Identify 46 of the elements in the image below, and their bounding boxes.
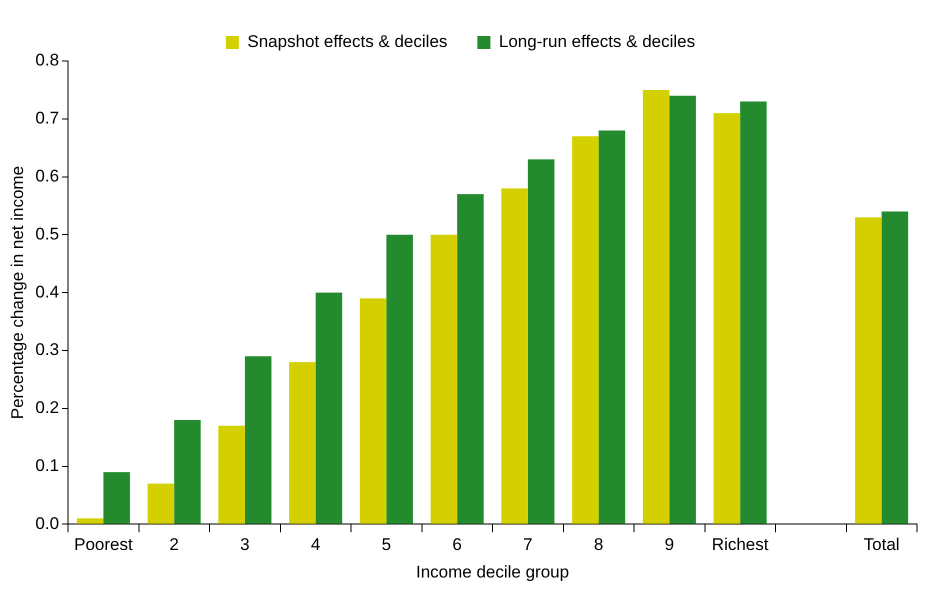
x-tick-label: Total bbox=[864, 535, 900, 554]
bar bbox=[386, 234, 413, 524]
y-tick-label: 0.8 bbox=[35, 50, 60, 70]
bar bbox=[572, 136, 599, 524]
bar bbox=[174, 420, 201, 524]
bar bbox=[501, 188, 528, 524]
x-tick-label: 9 bbox=[664, 535, 674, 554]
x-tick-label: 4 bbox=[310, 535, 320, 554]
y-tick-label: 0.7 bbox=[35, 108, 60, 128]
y-tick-label: 0.4 bbox=[35, 282, 60, 302]
bar bbox=[360, 298, 386, 524]
y-tick-label: 0.6 bbox=[35, 166, 60, 186]
x-tick-label: 3 bbox=[240, 535, 250, 554]
legend-label: Snapshot effects & deciles bbox=[247, 32, 448, 52]
x-axis-title: Income decile group bbox=[416, 562, 570, 582]
x-tick-label: 5 bbox=[382, 535, 392, 554]
legend-label: Long-run effects & deciles bbox=[498, 32, 696, 52]
y-tick-label: 0.5 bbox=[35, 224, 60, 244]
y-tick-label: 0.2 bbox=[35, 398, 60, 418]
x-tick-label: 2 bbox=[169, 535, 179, 554]
bar bbox=[316, 292, 342, 524]
bar bbox=[430, 234, 458, 524]
bar bbox=[855, 217, 882, 524]
x-tick-label: Poorest bbox=[74, 535, 133, 554]
x-tick-label: 8 bbox=[594, 535, 604, 554]
bar bbox=[148, 484, 174, 524]
bar bbox=[598, 130, 626, 524]
y-tick-label: 0.1 bbox=[35, 456, 60, 475]
x-tick-label: 6 bbox=[452, 535, 462, 554]
bar bbox=[669, 96, 696, 524]
bar bbox=[714, 113, 740, 524]
x-tick-label: 7 bbox=[523, 535, 533, 554]
bar bbox=[76, 518, 104, 524]
bar bbox=[103, 472, 130, 524]
bar bbox=[289, 362, 316, 524]
bar bbox=[218, 426, 245, 524]
bar bbox=[882, 212, 908, 524]
bar bbox=[457, 194, 484, 524]
y-axis-title: Percentage change in net income bbox=[8, 166, 27, 420]
y-tick-label: 0.3 bbox=[35, 340, 60, 360]
bar bbox=[244, 356, 272, 524]
y-tick-label: 0.0 bbox=[35, 514, 60, 533]
x-tick-label: Richest bbox=[712, 535, 769, 554]
bar bbox=[528, 159, 554, 524]
bar bbox=[740, 102, 767, 524]
bar bbox=[642, 90, 670, 524]
